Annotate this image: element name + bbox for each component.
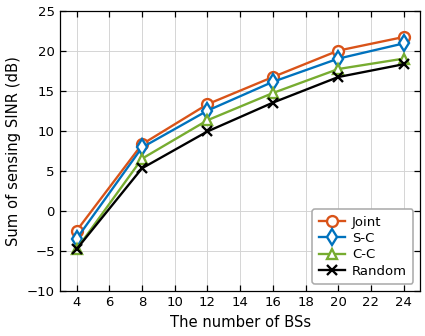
C-C [335,67,340,71]
S-C [270,80,275,84]
Random [335,75,340,79]
Random [139,166,144,170]
C-C [400,56,405,60]
S-C [204,109,210,113]
S-C [400,41,405,45]
X-axis label: The number of BSs: The number of BSs [169,316,310,330]
Random [400,62,405,66]
S-C [139,145,144,150]
Y-axis label: Sum of sensing SINR (dB): Sum of sensing SINR (dB) [6,56,20,246]
Joint [335,49,340,53]
Line: C-C: C-C [71,53,408,255]
Joint [270,75,275,79]
Legend: Joint, S-C, C-C, Random: Joint, S-C, C-C, Random [312,209,413,284]
Joint [400,35,405,39]
S-C [335,56,340,60]
C-C [74,247,79,251]
Random [74,247,79,251]
Joint [74,229,79,233]
Joint [204,102,210,106]
Line: S-C: S-C [71,38,408,244]
C-C [204,118,210,122]
Line: Joint: Joint [71,32,408,236]
Line: Random: Random [71,59,408,255]
S-C [74,237,79,241]
Random [204,129,210,133]
C-C [139,157,144,161]
Joint [139,142,144,146]
Random [270,100,275,104]
C-C [270,91,275,95]
